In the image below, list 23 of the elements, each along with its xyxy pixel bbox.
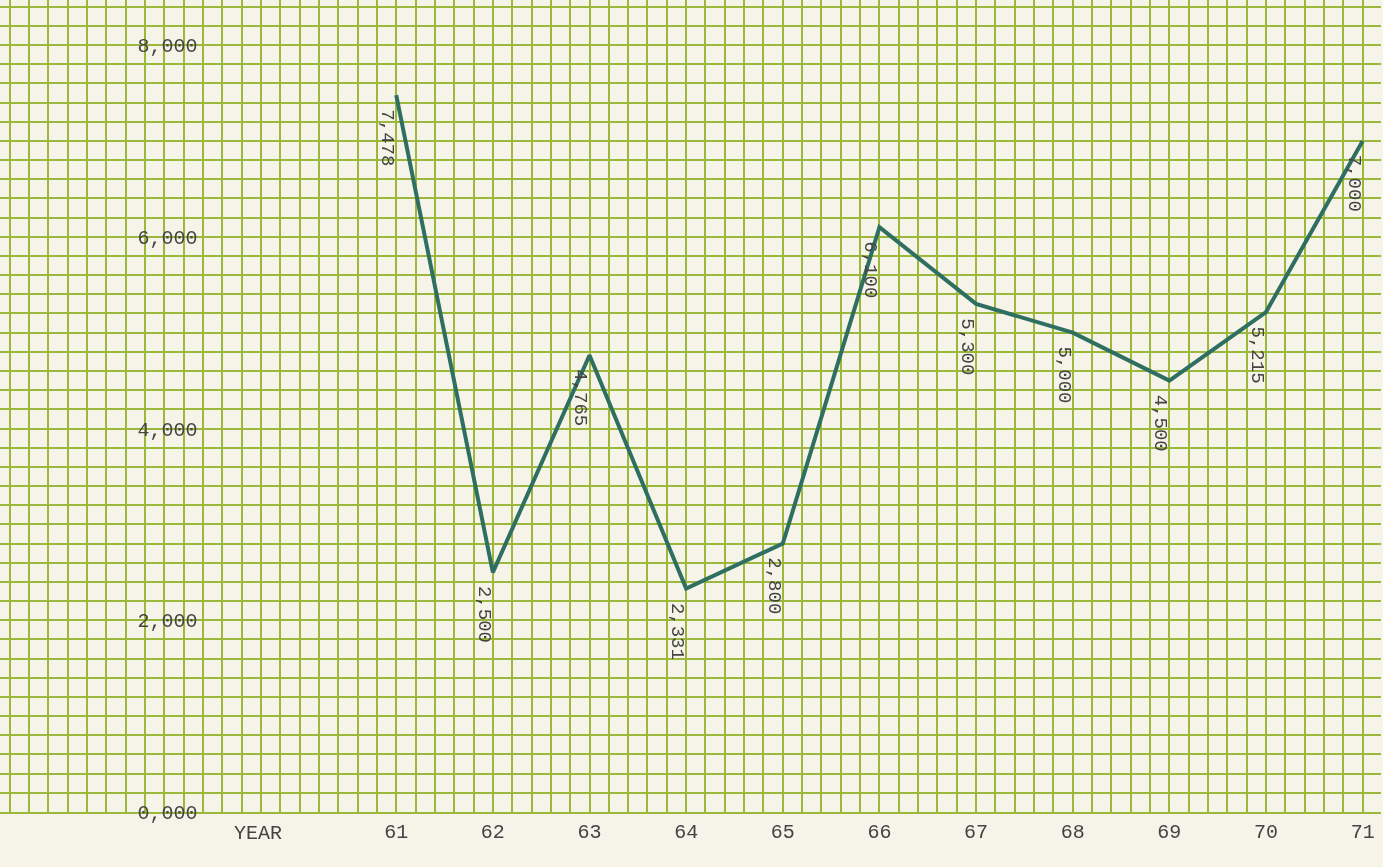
data-label: 2,331 <box>666 602 689 660</box>
data-label: 2,800 <box>762 557 785 615</box>
data-label: 7,000 <box>1343 154 1366 212</box>
x-tick-label: 68 <box>1060 821 1085 844</box>
x-tick-label: 64 <box>674 821 699 844</box>
x-axis-title: YEAR <box>234 822 283 845</box>
x-tick-label: 65 <box>770 821 795 844</box>
data-label: 6,100 <box>859 241 882 299</box>
x-tick-label: 67 <box>964 821 989 844</box>
x-tick-label: 71 <box>1350 821 1375 844</box>
data-label: 4,500 <box>1149 394 1172 452</box>
data-label: 7,478 <box>375 109 398 167</box>
x-tick-label: 62 <box>480 821 505 844</box>
x-tick-label: 63 <box>577 821 602 844</box>
data-label: 2,500 <box>472 585 495 643</box>
data-label: 5,215 <box>1245 326 1268 384</box>
data-label: 5,000 <box>1052 346 1075 404</box>
x-tick-label: 69 <box>1157 821 1182 844</box>
data-label: 4,765 <box>569 369 592 427</box>
x-tick-label: 70 <box>1253 821 1279 844</box>
x-tick-label: 61 <box>384 821 409 844</box>
data-label: 5,300 <box>956 318 979 376</box>
x-tick-label: 66 <box>867 821 892 844</box>
